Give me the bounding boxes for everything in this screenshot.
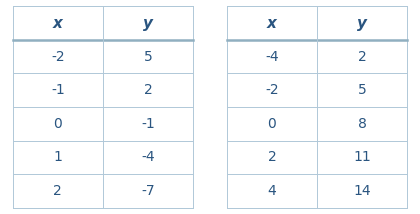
Text: 5: 5: [358, 83, 367, 97]
Text: y: y: [143, 16, 153, 31]
Text: x: x: [53, 16, 63, 31]
Text: x: x: [267, 16, 277, 31]
Text: 0: 0: [53, 117, 62, 131]
Text: 1: 1: [53, 150, 62, 164]
Text: 4: 4: [268, 184, 276, 198]
Text: 8: 8: [358, 117, 367, 131]
Text: 2: 2: [144, 83, 152, 97]
Text: 2: 2: [268, 150, 276, 164]
Text: -4: -4: [141, 150, 155, 164]
Text: 2: 2: [358, 50, 367, 64]
Text: -2: -2: [51, 50, 65, 64]
Text: 11: 11: [353, 150, 371, 164]
Text: -1: -1: [51, 83, 65, 97]
Text: 5: 5: [144, 50, 152, 64]
Text: -4: -4: [265, 50, 279, 64]
Text: y: y: [357, 16, 367, 31]
Text: 14: 14: [354, 184, 371, 198]
Text: 0: 0: [268, 117, 276, 131]
Text: -2: -2: [265, 83, 279, 97]
Text: -1: -1: [141, 117, 155, 131]
Text: -7: -7: [141, 184, 155, 198]
Text: 2: 2: [53, 184, 62, 198]
